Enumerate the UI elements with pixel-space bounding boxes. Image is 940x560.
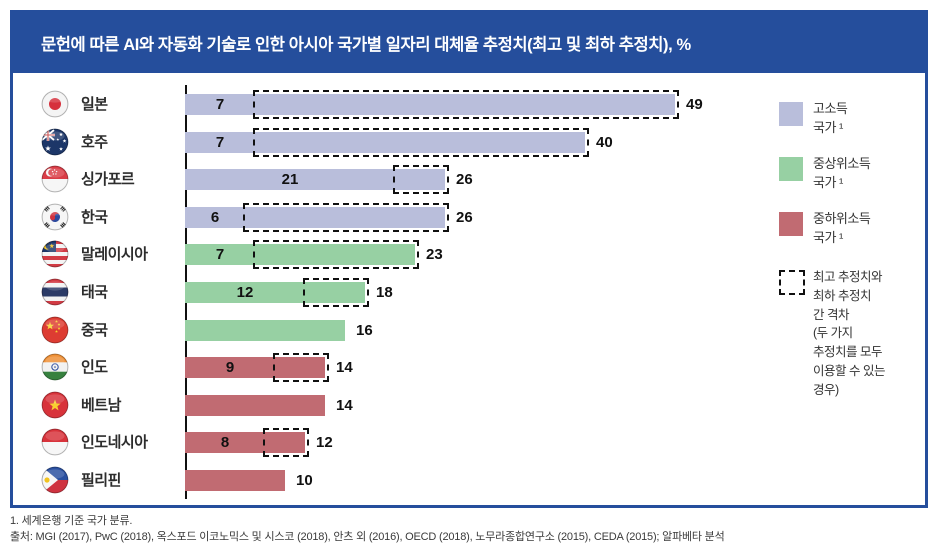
max-value-label: 40 [596, 133, 613, 151]
chart-row-singapore: 싱가포르 21 26 [13, 165, 925, 195]
max-value-label: 14 [336, 359, 353, 377]
indonesia-flag-icon [41, 428, 69, 456]
max-value-label: 12 [316, 434, 333, 452]
value-bar [185, 94, 675, 115]
legend-item-lower-middle-income: 중하위소득 국가 ¹ [779, 211, 925, 245]
estimate-range-label: 최고 추정치와 최하 추정치 간 격차 (두 가지 추정치를 모두 이용할 수 … [813, 270, 885, 397]
thailand-flag-icon [41, 278, 69, 306]
estimate-range-box [303, 278, 369, 307]
estimate-range-box [393, 165, 449, 195]
india-flag-icon [41, 353, 69, 381]
value-bar [185, 357, 325, 379]
chart-row-indonesia: 인도네시아 8 12 [13, 428, 925, 458]
value-bar [185, 131, 585, 153]
value-bar [185, 169, 445, 191]
value-bar [185, 206, 445, 228]
high-income-swatch [779, 102, 803, 126]
china-flag-icon [41, 316, 69, 344]
estimate-range-box [253, 240, 419, 270]
max-value-label: 26 [456, 208, 473, 226]
chart-row-malaysia: 말레이시아 7 23 [13, 240, 925, 270]
max-value-label: 18 [376, 284, 393, 301]
value-bar [185, 282, 365, 303]
lower-middle-income-swatch [779, 212, 803, 236]
footnotes: 1. 세계은행 기준 국가 분류. 출처: MGI (2017), PwC (2… [10, 514, 725, 546]
country-label: 베트남 [81, 396, 121, 414]
footnote-sources: 출처: MGI (2017), PwC (2018), 옥스포드 이코노믹스 및… [10, 530, 725, 543]
chart-body: 일본 7 49 호주 7 40 싱가포르 21 26 [13, 73, 925, 505]
min-value-label: 6 [210, 208, 220, 226]
dashed-range-icon [779, 270, 805, 295]
value-bar [185, 470, 285, 491]
estimate-range-box [263, 428, 309, 458]
max-value-label: 16 [356, 321, 373, 339]
singapore-flag-icon [41, 165, 69, 193]
chart-row-thailand: 태국 12 18 [13, 278, 925, 307]
upper-middle-income-label: 중상위소득 국가 ¹ [813, 156, 871, 190]
chart-row-south-korea: 한국 6 26 [13, 202, 925, 232]
south-korea-flag-icon [41, 203, 69, 231]
min-value-label: 7 [215, 96, 225, 113]
chart-row-philippines: 필리핀 10 [13, 466, 925, 494]
country-label: 호주 [81, 133, 108, 151]
malaysia-flag-icon [41, 240, 69, 268]
min-value-label: 7 [215, 133, 225, 151]
estimate-range-box [273, 353, 329, 383]
japan-flag-icon [41, 90, 69, 118]
chart-card: 문헌에 따른 AI와 자동화 기술로 인한 아시아 국가별 일자리 대체율 추정… [10, 10, 928, 508]
min-value-label: 8 [220, 434, 230, 452]
australia-flag-icon [41, 128, 69, 156]
country-label: 한국 [81, 208, 108, 226]
estimate-range-box [243, 202, 449, 232]
value-bar [185, 432, 305, 454]
value-bar [185, 394, 325, 416]
value-bar [185, 319, 345, 341]
country-label: 인도네시아 [81, 434, 148, 452]
legend-item-high-income: 고소득 국가 ¹ [779, 101, 925, 135]
min-value-label: 21 [281, 171, 299, 189]
max-value-label: 14 [336, 396, 353, 414]
estimate-range-box [253, 90, 679, 119]
value-bar [185, 244, 415, 266]
chart-row-vietnam: 베트남 14 [13, 391, 925, 419]
estimate-range-box [253, 127, 589, 157]
chart-row-japan: 일본 7 49 [13, 90, 925, 119]
max-value-label: 26 [456, 171, 473, 189]
chart-row-china: 중국 16 [13, 316, 925, 343]
country-label: 일본 [81, 96, 108, 113]
footnote-classification: 1. 세계은행 기준 국가 분류. [10, 515, 133, 527]
chart-header: 문헌에 따른 AI와 자동화 기술로 인한 아시아 국가별 일자리 대체율 추정… [13, 13, 925, 73]
vietnam-flag-icon [41, 391, 69, 419]
chart-row-india: 인도 9 14 [13, 353, 925, 383]
lower-middle-income-label: 중하위소득 국가 ¹ [813, 211, 871, 245]
chart-title: 문헌에 따른 AI와 자동화 기술로 인한 아시아 국가별 일자리 대체율 추정… [41, 36, 691, 54]
upper-middle-income-swatch [779, 157, 803, 181]
min-value-label: 9 [225, 359, 235, 377]
max-value-label: 10 [296, 472, 313, 489]
max-value-label: 23 [426, 246, 443, 264]
min-value-label: 7 [215, 246, 225, 264]
country-label: 중국 [81, 321, 108, 339]
chart-row-australia: 호주 7 40 [13, 127, 925, 157]
high-income-label: 고소득 국가 ¹ [813, 101, 848, 135]
legend-item-upper-middle-income: 중상위소득 국가 ¹ [779, 156, 925, 190]
philippines-flag-icon [41, 466, 69, 494]
country-label: 말레이시아 [81, 246, 148, 264]
country-label: 인도 [81, 359, 108, 377]
max-value-label: 49 [686, 96, 703, 113]
country-label: 싱가포르 [81, 171, 135, 189]
country-label: 필리핀 [81, 472, 121, 489]
country-label: 태국 [81, 284, 108, 301]
min-value-label: 12 [236, 284, 254, 301]
